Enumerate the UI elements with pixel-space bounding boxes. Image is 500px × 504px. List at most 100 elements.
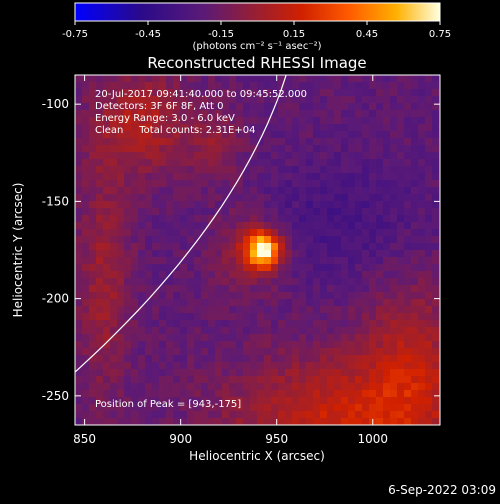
heatmap-cell	[180, 250, 188, 258]
heatmap-cell	[362, 313, 370, 321]
heatmap-cell	[348, 257, 356, 265]
heatmap-cell	[124, 180, 132, 188]
heatmap-cell	[383, 306, 391, 314]
heatmap-cell	[159, 362, 167, 370]
heatmap-cell	[411, 180, 419, 188]
heatmap-cell	[89, 397, 97, 405]
heatmap-cell	[425, 250, 433, 258]
heatmap-cell	[243, 236, 251, 244]
heatmap-cell	[362, 145, 370, 153]
heatmap-cell	[257, 208, 265, 216]
heatmap-cell	[222, 75, 230, 83]
heatmap-cell	[355, 257, 363, 265]
heatmap-cell	[138, 96, 146, 104]
heatmap-cell	[404, 306, 412, 314]
heatmap-cell	[208, 299, 216, 307]
heatmap-cell	[383, 369, 391, 377]
heatmap-cell	[285, 201, 293, 209]
heatmap-cell	[243, 138, 251, 146]
heatmap-cell	[208, 166, 216, 174]
heatmap-cell	[299, 327, 307, 335]
heatmap-cell	[257, 180, 265, 188]
heatmap-cell	[425, 96, 433, 104]
heatmap-cell	[292, 166, 300, 174]
heatmap-cell	[180, 138, 188, 146]
heatmap-cell	[383, 250, 391, 258]
heatmap-cell	[313, 89, 321, 97]
heatmap-cell	[299, 243, 307, 251]
heatmap-cell	[180, 110, 188, 118]
heatmap-cell	[306, 306, 314, 314]
heatmap-cell	[117, 411, 125, 419]
heatmap-cell	[131, 222, 139, 230]
heatmap-cell	[124, 152, 132, 160]
heatmap-cell	[96, 215, 104, 223]
heatmap-cell	[152, 138, 160, 146]
heatmap-cell	[187, 159, 195, 167]
heatmap-cell	[201, 404, 209, 412]
heatmap-cell	[313, 138, 321, 146]
heatmap-cell	[369, 369, 377, 377]
heatmap-cell	[96, 110, 104, 118]
heatmap-cell	[159, 306, 167, 314]
heatmap-cell	[194, 355, 202, 363]
heatmap-cell	[117, 383, 125, 391]
heatmap-cell	[383, 355, 391, 363]
heatmap-cell	[222, 180, 230, 188]
heatmap-cell	[285, 285, 293, 293]
heatmap-cell	[348, 215, 356, 223]
heatmap-cell	[411, 341, 419, 349]
heatmap-cell	[250, 208, 258, 216]
heatmap-cell	[355, 96, 363, 104]
heatmap-cell	[383, 117, 391, 125]
heatmap-cell	[96, 327, 104, 335]
heatmap-cell	[292, 306, 300, 314]
heatmap-cell	[208, 390, 216, 398]
heatmap-cell	[411, 82, 419, 90]
heatmap-cell	[432, 264, 440, 272]
heatmap-cell	[292, 194, 300, 202]
heatmap-cell	[229, 404, 237, 412]
heatmap-cell	[89, 159, 97, 167]
heatmap-cell	[404, 362, 412, 370]
heatmap-cell	[264, 355, 272, 363]
heatmap-cell	[138, 390, 146, 398]
heatmap-cell	[369, 96, 377, 104]
heatmap-cell	[257, 236, 265, 244]
heatmap-cell	[306, 131, 314, 139]
heatmap-cell	[208, 327, 216, 335]
heatmap-cell	[215, 362, 223, 370]
heatmap-cell	[201, 292, 209, 300]
heatmap-cell	[96, 117, 104, 125]
heatmap-cell	[397, 320, 405, 328]
heatmap-cell	[264, 292, 272, 300]
heatmap-cell	[334, 89, 342, 97]
heatmap-cell	[341, 173, 349, 181]
heatmap-cell	[278, 299, 286, 307]
heatmap-cell	[89, 103, 97, 111]
heatmap-cell	[418, 222, 426, 230]
heatmap-cell	[208, 418, 216, 425]
heatmap-cell	[320, 131, 328, 139]
heatmap-cell	[320, 208, 328, 216]
heatmap-cell	[341, 96, 349, 104]
heatmap-cell	[173, 201, 181, 209]
heatmap-cell	[418, 131, 426, 139]
heatmap-cell	[271, 159, 279, 167]
heatmap-cell	[271, 124, 279, 132]
heatmap-cell	[327, 355, 335, 363]
heatmap-cell	[432, 320, 440, 328]
heatmap-cell	[271, 194, 279, 202]
heatmap-cell	[348, 201, 356, 209]
heatmap-cell	[145, 278, 153, 286]
heatmap-cell	[194, 257, 202, 265]
heatmap-cell	[327, 250, 335, 258]
heatmap-cell	[348, 131, 356, 139]
heatmap-cell	[271, 180, 279, 188]
heatmap-cell	[425, 75, 433, 83]
heatmap-cell	[348, 208, 356, 216]
heatmap-cell	[250, 411, 258, 419]
heatmap-cell	[299, 82, 307, 90]
heatmap-cell	[355, 166, 363, 174]
heatmap-cell	[355, 222, 363, 230]
